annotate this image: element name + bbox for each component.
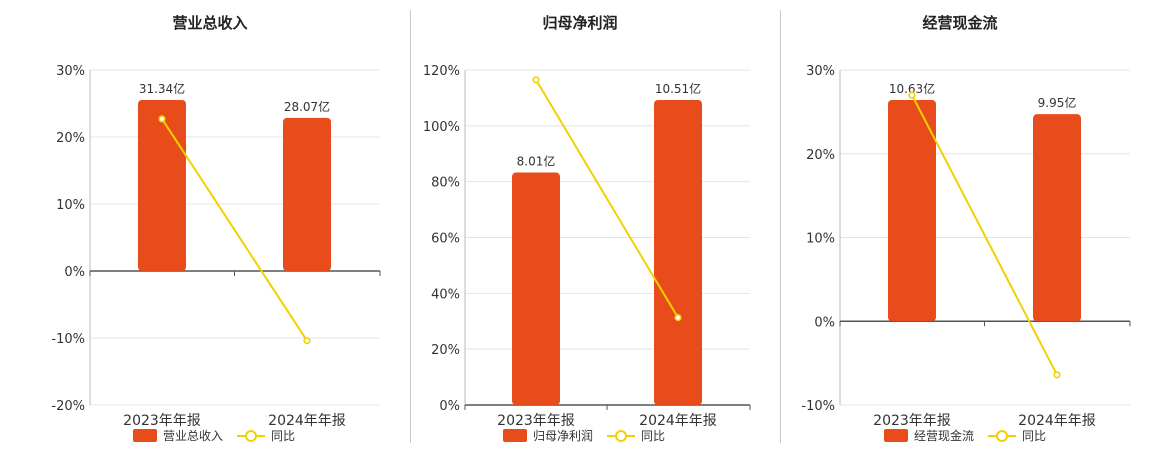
- yoy-line: [535, 79, 679, 319]
- y-tick-label: 60%: [431, 232, 460, 247]
- y-tick-label: 10%: [56, 198, 85, 213]
- yoy-line: [911, 94, 1058, 376]
- legend-label: 同比: [641, 429, 665, 443]
- y-tick-label: 30%: [806, 64, 835, 79]
- bar: [888, 100, 936, 322]
- legend-label: 归母净利润: [533, 429, 593, 443]
- legend-swatch-bar: [884, 429, 908, 442]
- bar-value-label: 31.34亿: [139, 81, 185, 96]
- bar-value-label: 8.01亿: [517, 154, 556, 169]
- yoy-point: [158, 115, 166, 123]
- legend-swatch-marker: [245, 430, 258, 442]
- bar-value-label: 28.07亿: [284, 99, 330, 114]
- y-tick-label: 0%: [64, 265, 85, 280]
- x-tick-label: 2024年年报: [1018, 413, 1096, 429]
- x-tick-label: 2023年年报: [123, 413, 201, 429]
- y-tick-label: -10%: [801, 399, 835, 414]
- legend-label: 经营现金流: [914, 428, 974, 443]
- bar-value-label: 10.51亿: [655, 81, 701, 96]
- y-tick-label: 20%: [806, 148, 835, 163]
- bar: [138, 100, 186, 271]
- bar: [654, 100, 702, 405]
- y-tick-label: 80%: [431, 176, 460, 191]
- yoy-point: [303, 337, 311, 345]
- y-tick-label: 10%: [806, 232, 835, 247]
- y-tick-label: -20%: [51, 399, 85, 414]
- x-tick-label: 2024年年报: [639, 413, 717, 429]
- y-tick-label: 20%: [56, 131, 85, 146]
- bar-value-label: 9.95亿: [1038, 95, 1077, 110]
- panel-divider: [780, 10, 781, 443]
- y-tick-label: 40%: [431, 287, 460, 302]
- legend-swatch-bar: [503, 429, 527, 442]
- chart-title: 归母净利润: [542, 14, 618, 32]
- legend-swatch-marker: [996, 430, 1009, 442]
- legend-swatch-marker: [615, 430, 628, 442]
- yoy-line: [161, 118, 308, 342]
- bar: [283, 117, 331, 271]
- y-tick-label: 120%: [423, 64, 460, 79]
- yoy-point: [674, 314, 682, 322]
- bar-value-label: 10.63亿: [889, 81, 935, 96]
- yoy-point: [1053, 371, 1061, 379]
- legend-label: 同比: [1022, 429, 1046, 443]
- bar: [1033, 114, 1081, 322]
- y-tick-label: -10%: [51, 332, 85, 347]
- x-tick-label: 2024年年报: [268, 413, 346, 429]
- chart-title: 经营现金流: [922, 14, 998, 32]
- yoy-point: [532, 76, 540, 84]
- x-tick-label: 2023年年报: [497, 413, 575, 429]
- panel-divider: [410, 10, 411, 443]
- chart-title: 营业总收入: [172, 14, 248, 32]
- yoy-point: [908, 91, 916, 99]
- legend-label: 同比: [271, 429, 295, 443]
- legend-label: 营业总收入: [163, 429, 223, 443]
- y-tick-label: 20%: [431, 343, 460, 358]
- y-tick-label: 0%: [814, 315, 835, 330]
- y-tick-label: 100%: [423, 120, 460, 135]
- legend-swatch-bar: [133, 429, 157, 442]
- bar: [512, 172, 560, 405]
- x-tick-label: 2023年年报: [873, 413, 951, 429]
- y-tick-label: 30%: [56, 64, 85, 79]
- y-tick-label: 0%: [439, 399, 460, 414]
